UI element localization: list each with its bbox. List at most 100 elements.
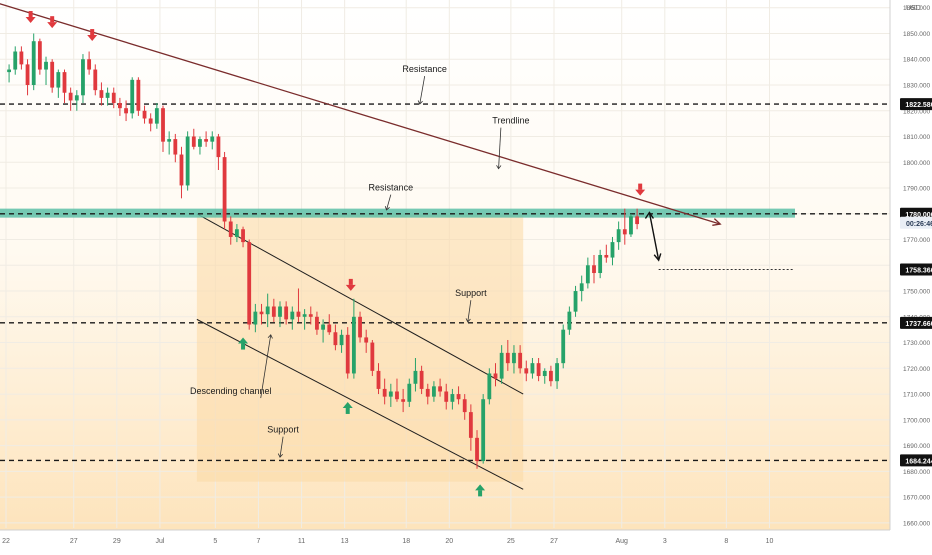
candle-body [241,229,245,243]
candle-body [278,306,282,317]
candle-body [284,306,289,320]
arrow-shaft [50,16,55,23]
candle-body [111,92,116,104]
candle-body [56,72,61,88]
annotation-pointer-head [384,205,390,211]
channel-upper-line [196,213,524,395]
candle [173,133,178,163]
candle [117,97,122,116]
y-tick-label: 1750.000 [903,289,930,296]
candle [585,257,590,289]
x-tick-label: 20 [445,538,453,545]
candle [629,213,633,237]
candle [456,386,461,405]
arrow-shaft [241,343,246,350]
candle-body [333,332,338,346]
candle [493,363,498,387]
candle [505,339,510,371]
candle [518,345,523,374]
x-tick-label: 3 [663,538,667,545]
candle-body [438,386,442,392]
arrow-shaft [638,183,643,190]
candle [444,383,449,410]
up-arrow-marker [238,337,249,350]
candle-body [191,136,196,147]
candle [382,378,387,405]
arrow-head [475,484,486,491]
down-arrow-marker [635,183,646,196]
candle [592,254,596,284]
projection-start-arrowhead [644,211,655,219]
candle-body [31,41,36,85]
candle [376,363,381,395]
candle-body [468,412,473,438]
candle [234,224,239,243]
candle-body [216,136,221,158]
candle-body [499,352,504,379]
candle [555,358,559,389]
candle-body [37,41,42,70]
candle-body [548,370,553,382]
candle-body [579,283,584,292]
candle-body [7,69,11,73]
candle-body [93,69,98,91]
price-label-support-upper: 1737.660 [900,316,932,329]
candle [530,358,535,379]
candle-body [395,391,399,400]
arrow-head [635,189,646,196]
arrow-shaft [90,29,95,36]
candle-body [462,399,467,413]
candle-body [105,92,110,98]
price-label-box [900,216,932,229]
candle-body [234,229,239,237]
price-label-current-price: 00:26:46 [900,216,932,229]
candle [124,100,128,122]
candle [253,303,258,333]
candle [567,306,572,335]
candle [610,236,615,266]
candle-body [198,139,202,147]
candle [56,69,61,98]
candle-body [210,136,215,142]
arrow-shaft [28,11,33,18]
candle-body [364,337,369,343]
candle [284,301,289,325]
candle [333,324,338,351]
candle-body [425,388,430,397]
candle [432,381,436,402]
candle-body [327,324,332,333]
y-tick-label: 1830.000 [903,82,930,89]
annotation-pointer-head [277,453,284,458]
candle-body [247,242,252,325]
candle [573,285,578,317]
annotation-pointer [386,194,392,211]
candle-body [148,118,153,124]
candle-body [358,316,362,338]
price-label-support-lower: 1684.244 [900,454,932,467]
candle-body [536,363,541,377]
candle-body [450,394,455,402]
candle [68,87,73,111]
candle [635,208,640,230]
candle [265,293,270,328]
candle [204,131,209,147]
candle-body [370,342,375,371]
candle-body [87,59,92,70]
x-tick-label: 22 [2,538,10,545]
candle [259,303,264,325]
candle [315,311,319,335]
y-tick-label: 1810.000 [903,134,930,141]
price-label-box [900,98,932,111]
candle [450,388,455,410]
y-tick-label: 1720.000 [903,366,930,373]
candle [358,311,362,343]
candle [50,59,55,93]
candle-body [222,157,227,222]
candle-body [382,388,387,397]
candle-body [290,311,295,320]
arrow-head [87,35,98,42]
y-tick-label: 1850.000 [903,31,930,38]
candle [191,128,196,150]
